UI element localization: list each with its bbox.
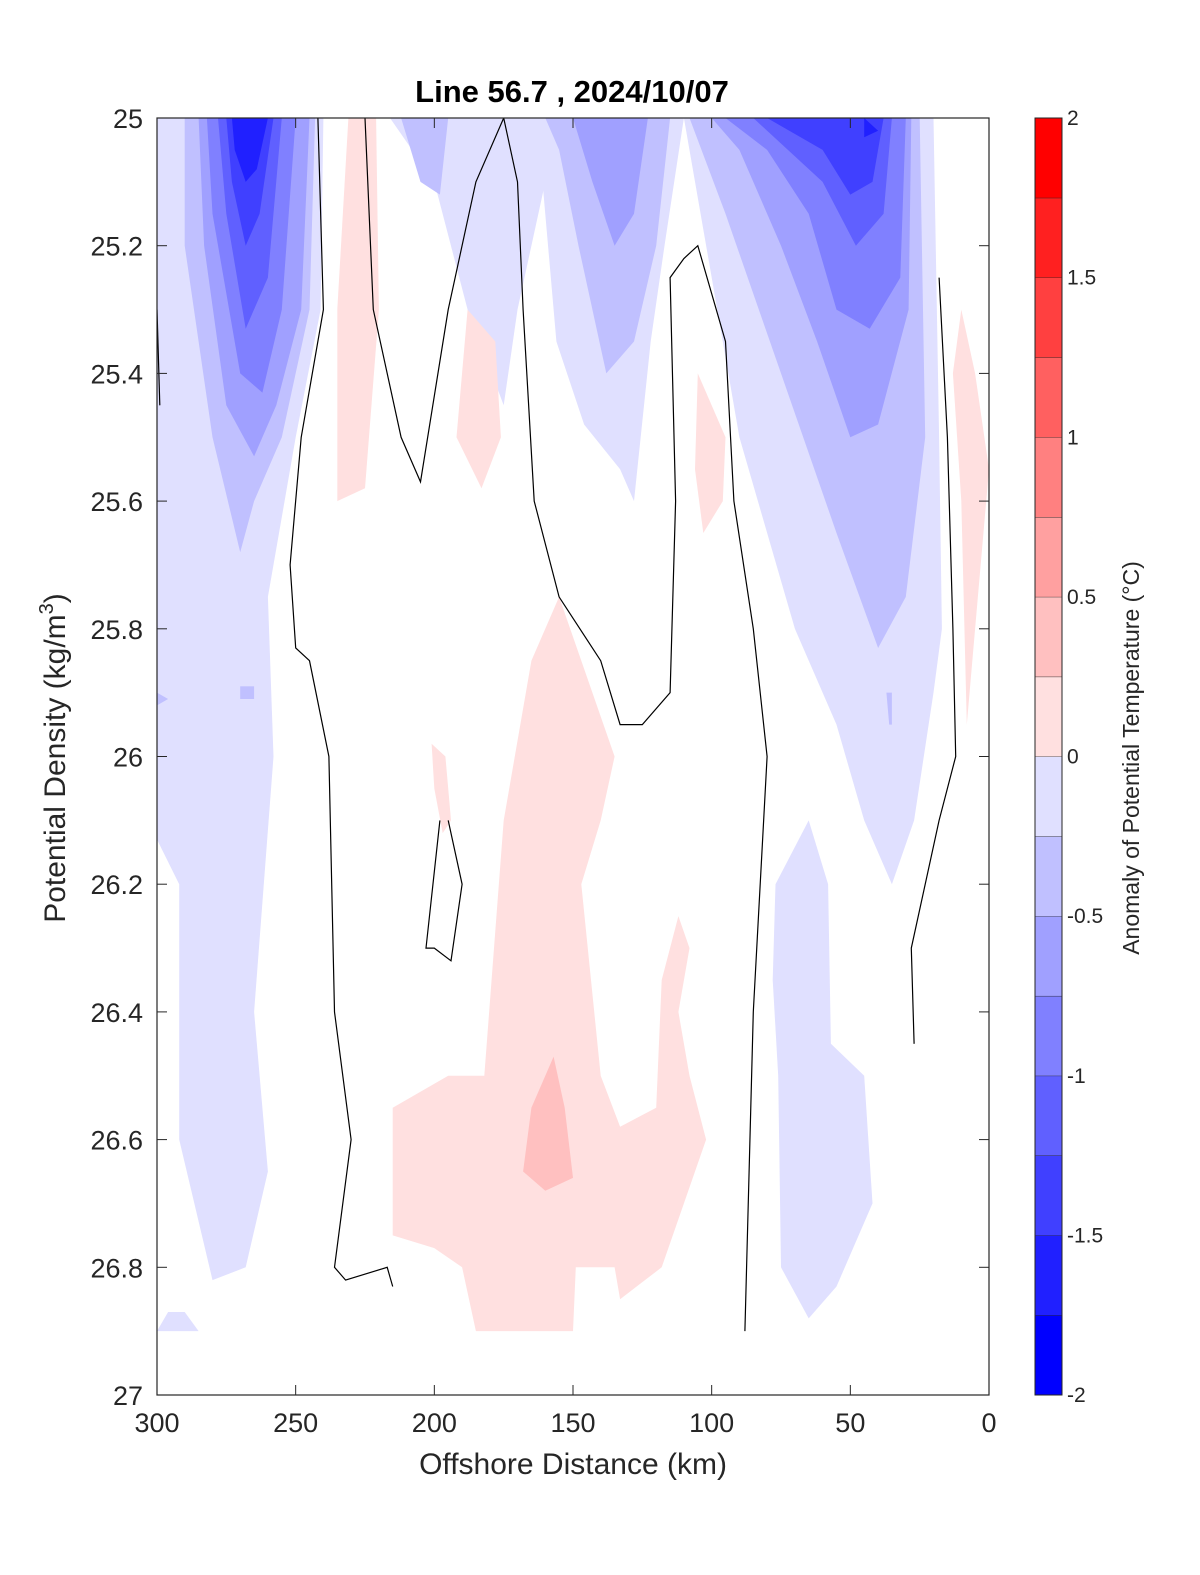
- colorbar-tick-label-5: 0.5: [1067, 586, 1096, 609]
- y-axis-label-end: ): [39, 593, 72, 603]
- colorbar-cell-15: [1035, 118, 1062, 198]
- contour-region-22: [231, 118, 268, 182]
- x-axis-ticks: 300 250 200 150 100 50 0: [134, 118, 997, 1438]
- colorbar: -2 -1.5 -1 -0.5 0 0.5 1 1.5 2: [1034, 107, 1103, 1407]
- y-tick-label-2: 25.4: [90, 359, 143, 389]
- colorbar-frame: [1034, 117, 1063, 1396]
- contour-region-27: [952, 309, 989, 725]
- x-tick-label-50: 50: [835, 1408, 865, 1438]
- x-tick-label-200: 200: [412, 1408, 457, 1438]
- chart-title: Line 56.7 , 2024/10/07: [415, 74, 729, 109]
- x-tick-label-100: 100: [689, 1408, 734, 1438]
- colorbar-tick-label-6: 1: [1067, 426, 1079, 449]
- x-tick-label-300: 300: [134, 1408, 179, 1438]
- colorbar-cell-14: [1035, 197, 1062, 278]
- contour-region-24: [337, 118, 379, 502]
- contour-region-10: [545, 118, 671, 374]
- colorbar-cell-4: [1035, 995, 1062, 1076]
- contour-region-21: [767, 118, 884, 195]
- colorbar-cells: [1035, 117, 1062, 1395]
- zero-contour-lines: [157, 118, 957, 1332]
- contour-region-5: [772, 820, 873, 1319]
- y-axis-label-superscript: 3: [36, 603, 58, 614]
- contour-region-9: [401, 118, 449, 195]
- x-axis-label: Offshore Distance (km): [419, 1448, 727, 1481]
- colorbar-tick-label-1: -1.5: [1067, 1224, 1103, 1247]
- colorbar-cell-3: [1035, 1075, 1062, 1156]
- zero-contour-line-4: [910, 277, 957, 1044]
- contour-region-2: [390, 118, 557, 406]
- y-tick-label-4: 25.8: [90, 615, 143, 645]
- contour-region-7: [157, 692, 169, 706]
- zero-contour-line-1: [289, 118, 394, 1287]
- contour-region-25: [456, 309, 501, 489]
- colorbar-tick-label-7: 1.5: [1067, 267, 1096, 290]
- colorbar-tick-label-0: -2: [1067, 1384, 1086, 1407]
- x-tick-label-150: 150: [550, 1408, 595, 1438]
- zero-contour-line-2: [364, 118, 768, 1332]
- contour-region-28: [431, 743, 451, 834]
- y-tick-label-5: 26: [113, 743, 143, 773]
- contour-region-23: [864, 118, 879, 138]
- colorbar-cell-11: [1035, 437, 1062, 518]
- colorbar-cell-2: [1035, 1155, 1062, 1236]
- colorbar-label: Anomaly of Potential Temperature (°C): [1118, 561, 1144, 955]
- colorbar-cell-7: [1035, 756, 1062, 837]
- colorbar-cell-0: [1035, 1315, 1062, 1395]
- colorbar-cell-12: [1035, 357, 1062, 438]
- colorbar-cell-8: [1035, 676, 1062, 757]
- contour-region-14: [573, 118, 648, 246]
- y-tick-label-10: 27: [113, 1381, 143, 1411]
- y-tick-label-8: 26.6: [90, 1126, 143, 1156]
- colorbar-cell-9: [1035, 596, 1062, 677]
- colorbar-tick-label-8: 2: [1067, 107, 1079, 130]
- zero-contour-line-3: [425, 820, 463, 962]
- colorbar-ticks: -2 -1.5 -1 -0.5 0 0.5 1 1.5 2: [1067, 107, 1103, 1407]
- colorbar-cell-5: [1035, 916, 1062, 996]
- colorbar-tick-label-2: -1: [1067, 1065, 1086, 1088]
- y-tick-label-6: 26.2: [90, 870, 143, 900]
- colorbar-tick-label-3: -0.5: [1067, 905, 1103, 928]
- colorbar-cell-13: [1035, 277, 1062, 358]
- plot-area: 300 250 200 150 100 50 0 2525.225.425.625.8262…: [90, 104, 996, 1438]
- y-tick-label-9: 26.8: [90, 1253, 143, 1283]
- colorbar-cell-1: [1035, 1235, 1062, 1316]
- contour-region-29: [392, 596, 707, 1332]
- colorbar-tick-label-4: 0: [1067, 746, 1079, 769]
- y-axis-ticks: 25 25.2 25.4 25.6 25.8 26 26.2 26.4 26.6 26.8 27: [90, 104, 989, 1411]
- contour-region-12: [886, 692, 892, 725]
- anomaly-contour-fills: [157, 118, 989, 1332]
- contour-region-26: [695, 373, 726, 533]
- contour-region-30: [523, 1056, 573, 1191]
- colorbar-cell-6: [1035, 836, 1062, 917]
- y-tick-label-1: 25.2: [90, 232, 143, 262]
- x-tick-label-250: 250: [273, 1408, 318, 1438]
- x-tick-label-0: 0: [981, 1408, 996, 1438]
- y-tick-label-7: 26.4: [90, 998, 143, 1028]
- y-tick-label-0: 25: [113, 104, 143, 134]
- y-axis-label: Potential Density (kg/m3): [36, 593, 72, 923]
- y-tick-label-3: 25.6: [90, 487, 143, 517]
- y-axis-label-main: Potential Density (kg/m: [39, 614, 72, 922]
- contour-region-1: [157, 1312, 199, 1332]
- colorbar-cell-10: [1035, 517, 1062, 597]
- contour-region-8: [240, 686, 255, 699]
